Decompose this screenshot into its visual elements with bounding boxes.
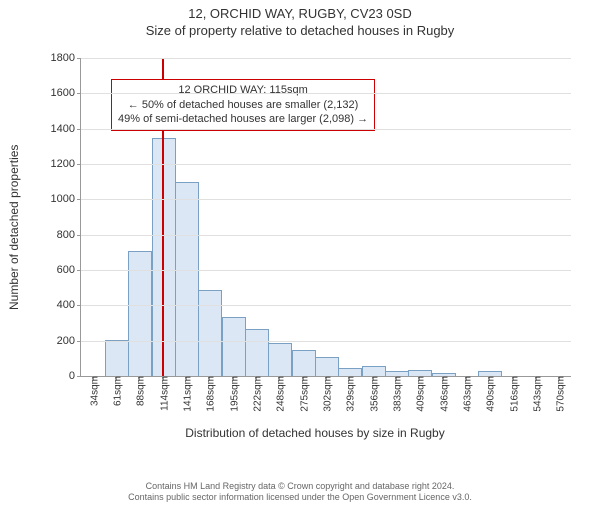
x-tick-label: 168sqm [202, 376, 217, 412]
gridline [81, 164, 571, 165]
x-tick-label: 61sqm [109, 376, 124, 406]
gridline [81, 235, 571, 236]
x-tick-label: 570sqm [552, 376, 567, 412]
gridline [81, 199, 571, 200]
x-tick-label: 516sqm [505, 376, 520, 412]
bar [198, 290, 222, 376]
bar [245, 329, 269, 376]
bar [175, 182, 199, 376]
bar [222, 317, 246, 376]
y-tick-mark [77, 305, 81, 306]
x-tick-label: 302sqm [319, 376, 334, 412]
x-tick-label: 543sqm [529, 376, 544, 412]
annotation-line-3: 49% of semi-detached houses are larger (… [118, 112, 368, 127]
x-tick-label: 88sqm [132, 376, 147, 406]
bar [315, 357, 339, 376]
footer-line-1: Contains HM Land Registry data © Crown c… [0, 481, 600, 492]
plot-area: 12 ORCHID WAY: 115sqm ← 50% of detached … [80, 58, 571, 377]
bar [292, 350, 316, 376]
bar [362, 366, 386, 376]
y-tick-mark [77, 341, 81, 342]
y-tick-mark [77, 199, 81, 200]
y-tick-mark [77, 376, 81, 377]
y-tick-mark [77, 93, 81, 94]
x-tick-label: 114sqm [155, 376, 170, 411]
x-tick-label: 329sqm [342, 376, 357, 412]
y-tick-mark [77, 58, 81, 59]
y-tick-mark [77, 235, 81, 236]
annotation-line-2: ← 50% of detached houses are smaller (2,… [118, 98, 368, 113]
gridline [81, 270, 571, 271]
gridline [81, 58, 571, 59]
gridline [81, 305, 571, 306]
x-tick-label: 463sqm [459, 376, 474, 412]
chart-container: Number of detached properties 12 ORCHID … [50, 50, 580, 420]
y-axis-label: Number of detached properties [7, 145, 21, 310]
x-tick-label: 248sqm [272, 376, 287, 412]
x-axis-label: Distribution of detached houses by size … [50, 426, 580, 440]
x-tick-label: 490sqm [482, 376, 497, 412]
page-title: 12, ORCHID WAY, RUGBY, CV23 0SD [0, 6, 600, 21]
y-tick-mark [77, 129, 81, 130]
x-tick-label: 222sqm [249, 376, 264, 412]
x-tick-label: 409sqm [412, 376, 427, 412]
x-tick-label: 383sqm [389, 376, 404, 412]
x-tick-label: 195sqm [225, 376, 240, 412]
annotation-line-1: 12 ORCHID WAY: 115sqm [118, 83, 368, 98]
footer-line-2: Contains public sector information licen… [0, 492, 600, 503]
gridline [81, 129, 571, 130]
page-subtitle: Size of property relative to detached ho… [0, 23, 600, 38]
bar [338, 368, 362, 376]
x-tick-label: 275sqm [295, 376, 310, 412]
bar [268, 343, 292, 376]
gridline [81, 93, 571, 94]
x-tick-label: 356sqm [365, 376, 380, 412]
x-tick-label: 436sqm [435, 376, 450, 412]
x-tick-label: 141sqm [179, 376, 194, 412]
bar [105, 340, 129, 376]
gridline [81, 341, 571, 342]
y-tick-mark [77, 270, 81, 271]
y-tick-mark [77, 164, 81, 165]
annotation-box: 12 ORCHID WAY: 115sqm ← 50% of detached … [111, 79, 375, 132]
x-tick-label: 34sqm [85, 376, 100, 406]
